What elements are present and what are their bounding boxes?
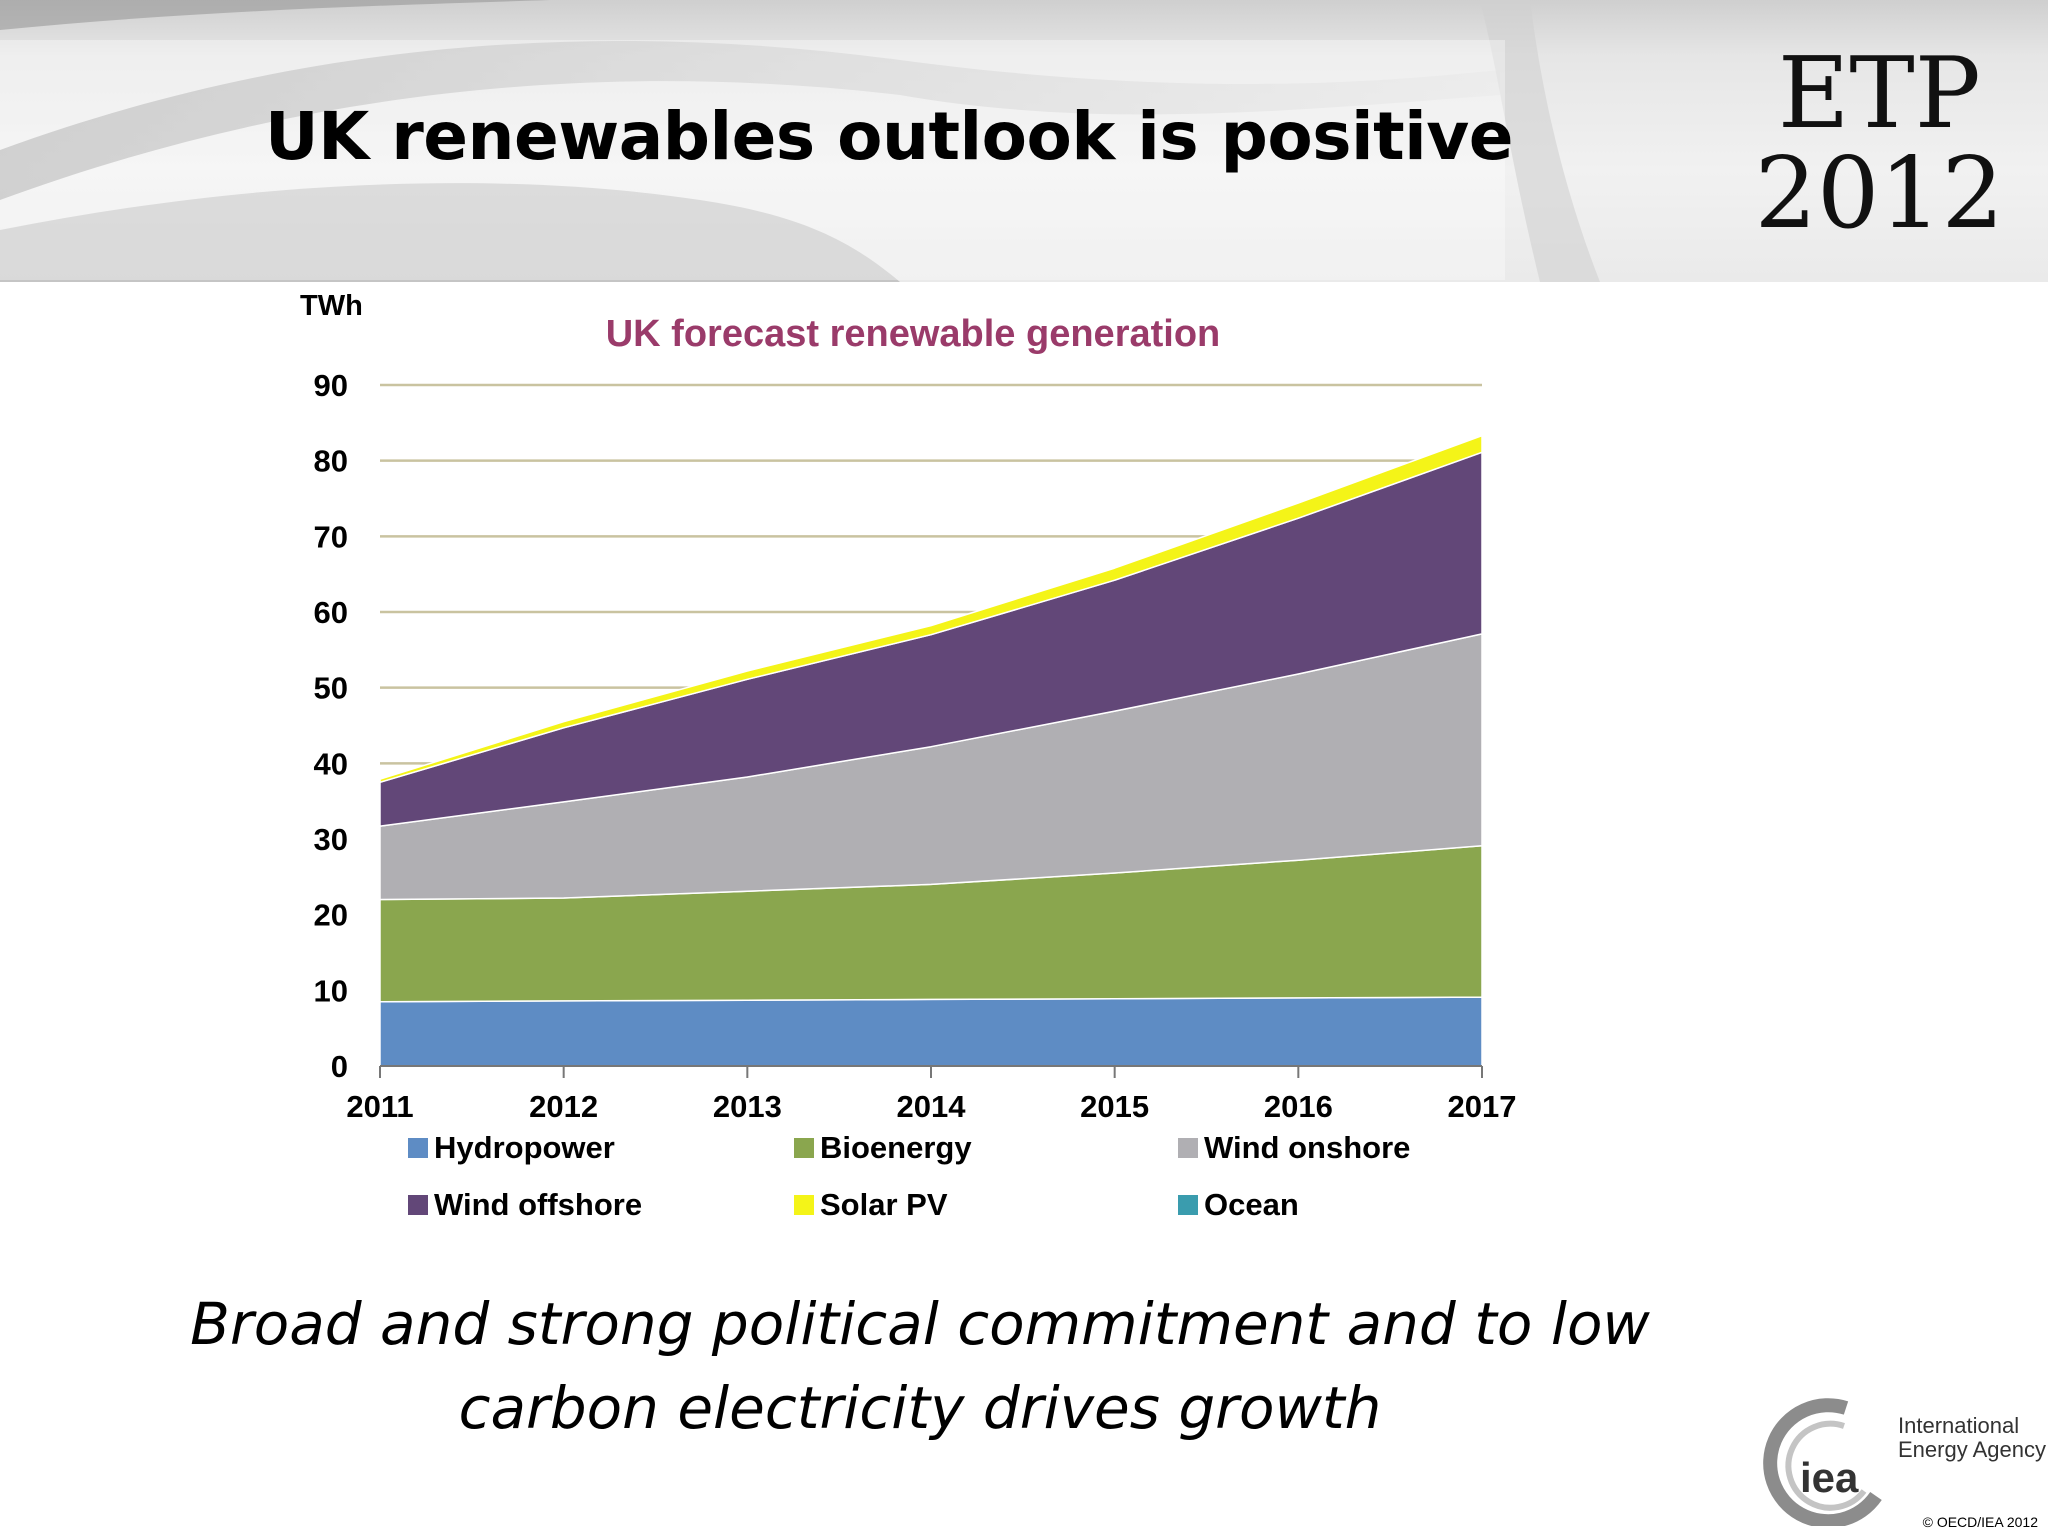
legend-item-wind-onshore: Wind onshore [1178, 1130, 1410, 1166]
legend-swatch-solar-pv [794, 1195, 814, 1215]
legend-label-ocean: Ocean [1204, 1187, 1299, 1222]
x-tick-label-2017: 2017 [1448, 1089, 1517, 1124]
y-axis-unit-label: TWh [300, 290, 363, 322]
y-tick-label-10: 10 [314, 973, 348, 1008]
slide-caption: Broad and strong political commitment an… [160, 1282, 1680, 1450]
etp-logo: ETP 2012 [1755, 44, 2004, 244]
x-tick-labels: 2011 2012 2013 2014 2015 2016 2017 [346, 1089, 1516, 1124]
x-tick-label-2015: 2015 [1080, 1089, 1149, 1124]
area-solar-pv [379, 434, 1483, 784]
iea-logo-ring-icon [1763, 1398, 1882, 1526]
y-tick-label-60: 60 [314, 595, 348, 630]
legend-swatch-bioenergy [794, 1138, 814, 1158]
legend-item-solar-pv: Solar PV [794, 1187, 948, 1223]
legend-swatch-wind-offshore [408, 1195, 428, 1215]
renewable-generation-chart: UK forecast renewable generation TWh 0 10… [300, 290, 1516, 1124]
chart-title: UK forecast renewable generation [606, 313, 1221, 355]
iea-logo-abbr: iea [1800, 1454, 1859, 1501]
x-tick-label-2013: 2013 [713, 1089, 782, 1124]
banner-swoosh-graphic [0, 0, 1600, 282]
header-banner: UK renewables outlook is positive ETP 20… [0, 0, 2048, 282]
legend-swatch-wind-onshore [1178, 1138, 1198, 1158]
legend-swatch-ocean [1178, 1195, 1198, 1215]
legend-label-hydropower: Hydropower [434, 1130, 615, 1165]
y-tick-label-90: 90 [314, 368, 348, 403]
legend-swatch-hydropower [408, 1138, 428, 1158]
y-tick-label-70: 70 [314, 519, 348, 554]
legend-label-wind-offshore: Wind offshore [434, 1187, 643, 1222]
copyright-notice: © OECD/IEA 2012 [1922, 1514, 2038, 1530]
y-tick-label-40: 40 [314, 746, 348, 781]
x-tick-label-2014: 2014 [897, 1089, 967, 1124]
legend-item-wind-offshore: Wind offshore [408, 1187, 642, 1223]
iea-logo-name: International Energy Agency [1898, 1414, 2046, 1462]
etp-logo-line2: 2012 [1754, 137, 2004, 251]
legend-item-ocean: Ocean [1178, 1187, 1299, 1223]
caption-line-1: Broad and strong political commitment an… [190, 1290, 1650, 1358]
y-tick-label-30: 30 [314, 822, 348, 857]
iea-logo: iea International Energy Agency [1756, 1396, 2046, 1526]
iea-name-line1: International [1898, 1413, 2020, 1438]
y-tick-label-80: 80 [314, 444, 348, 479]
y-tick-label-0: 0 [331, 1049, 348, 1084]
slide-title: UK renewables outlook is positive [265, 98, 1514, 175]
chart-legend: Hydropower Bioenergy Wind onshore Wind offs… [408, 1130, 1558, 1250]
caption-line-2: carbon electricity drives growth [458, 1374, 1382, 1442]
area-hydropower [379, 996, 1483, 1067]
x-tick-label-2011: 2011 [346, 1089, 413, 1124]
legend-label-solar-pv: Solar PV [820, 1187, 948, 1222]
x-tick-label-2012: 2012 [529, 1089, 598, 1124]
legend-label-bioenergy: Bioenergy [820, 1130, 972, 1165]
x-tick-label-2016: 2016 [1264, 1089, 1333, 1124]
axes [379, 1065, 1483, 1078]
legend-item-hydropower: Hydropower [408, 1130, 615, 1166]
etp-logo-line1: ETP [1777, 37, 1981, 151]
iea-name-line2: Energy Agency [1898, 1437, 2046, 1462]
legend-label-wind-onshore: Wind onshore [1204, 1130, 1411, 1165]
stacked-areas [379, 434, 1483, 1067]
legend-item-bioenergy: Bioenergy [794, 1130, 972, 1166]
y-tick-label-50: 50 [314, 671, 348, 706]
y-tick-labels: 0 10 20 30 40 50 60 70 80 90 [314, 368, 348, 1084]
y-tick-label-20: 20 [314, 898, 348, 933]
